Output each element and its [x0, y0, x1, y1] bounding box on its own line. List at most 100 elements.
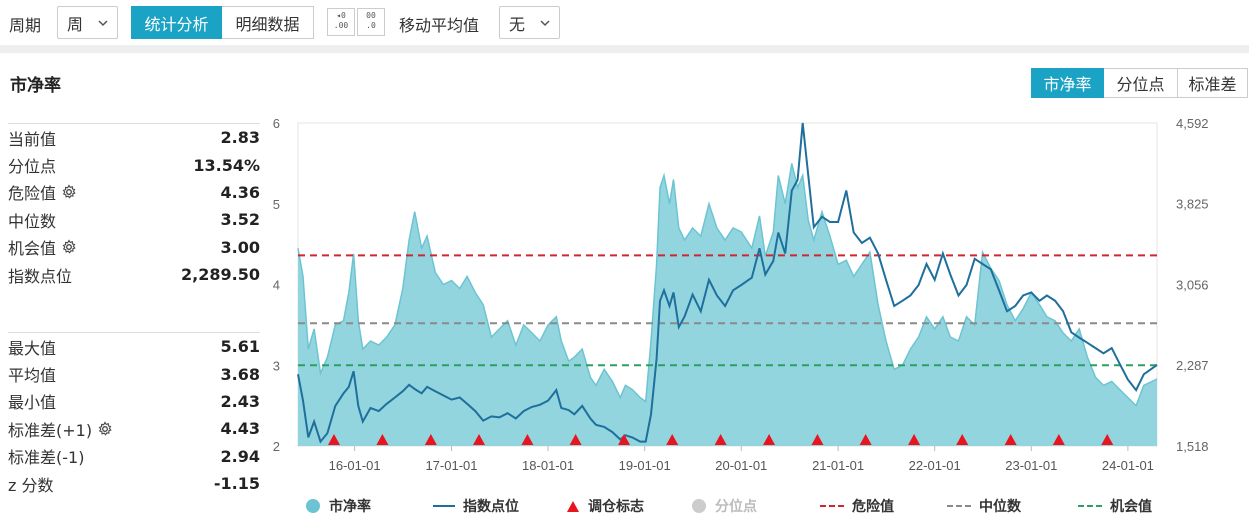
x-tick-label: 20-01-01 — [715, 458, 767, 473]
tab-pb-ratio[interactable]: 市净率 — [1031, 68, 1104, 98]
legend-label: 分位点 — [715, 499, 757, 515]
tab-stats-analysis[interactable]: 统计分析 — [131, 6, 222, 39]
rebalance-marker — [956, 434, 969, 445]
stat-value: 3.00 — [220, 237, 260, 257]
x-tick-label: 18-01-01 — [522, 458, 574, 473]
pb-ratio-area — [298, 163, 1157, 446]
stat-row: 最大值 5.61 — [8, 333, 260, 360]
legend-triangle-icon — [567, 501, 579, 512]
stat-value: 3.52 — [220, 210, 260, 230]
rebalance-marker — [569, 434, 582, 445]
stat-row: 平均值 3.68 — [8, 360, 260, 387]
x-tick-label: 23-01-01 — [1005, 458, 1057, 473]
index-level-line — [297, 122, 1158, 444]
gear-icon[interactable] — [61, 184, 77, 200]
decimal-decrease-button[interactable]: 00 .0 — [357, 8, 385, 36]
legend-dash-icon — [820, 505, 844, 507]
period-select[interactable]: 周 — [57, 6, 118, 39]
legend-item[interactable]: 中位数 — [947, 494, 1021, 518]
decimal-decrease-icon: 00 — [366, 11, 376, 20]
stat-row: z 分数 -1.15 — [8, 470, 260, 497]
stat-row: 指数点位 2,289.50 — [8, 261, 260, 288]
stat-value: 2.83 — [220, 128, 260, 148]
legend-label: 中位数 — [979, 499, 1021, 515]
rebalance-marker — [666, 434, 679, 445]
rebalance-marker — [1004, 434, 1017, 445]
rebalance-marker — [714, 434, 727, 445]
moving-average-label: 移动平均值 — [399, 16, 480, 35]
y-left-tick-label: 3 — [273, 358, 280, 373]
x-tick-label: 24-01-01 — [1102, 458, 1154, 473]
stat-row: 标准差(-1) 2.94 — [8, 443, 260, 470]
rebalance-marker — [1052, 434, 1065, 445]
y-left-tick-label: 2 — [273, 439, 280, 454]
tab-percentile[interactable]: 分位点 — [1104, 68, 1178, 98]
stat-value: 2.43 — [220, 391, 260, 411]
y-right-tick-label: 1,518 — [1176, 439, 1209, 454]
x-tick-label: 21-01-01 — [812, 458, 864, 473]
legend-line-icon — [433, 505, 455, 507]
stat-label: 中位数 — [8, 211, 57, 231]
x-tick-label: 17-01-01 — [425, 458, 477, 473]
stat-label: 标准差(+1) — [8, 420, 93, 440]
stat-label: 机会值 — [8, 239, 57, 259]
section-title: 市净率 — [10, 76, 61, 96]
legend-label: 调仓标志 — [588, 499, 644, 515]
decimal-increase-button[interactable]: ◂0 .00 — [327, 8, 355, 36]
stat-label: z 分数 — [8, 475, 54, 495]
legend-label: 机会值 — [1110, 499, 1152, 515]
chart-legend: 市净率 指数点位 调仓标志 分位点 危险值 中位数 机会值 — [0, 494, 1249, 518]
y-right-tick-label: 3,056 — [1176, 277, 1209, 292]
legend-item[interactable]: 指数点位 — [433, 494, 519, 518]
legend-circle-icon — [306, 499, 320, 513]
stat-label: 当前值 — [8, 129, 57, 149]
y-right-tick-label: 2,287 — [1176, 358, 1209, 373]
rebalance-marker — [1101, 434, 1114, 445]
y-left-tick-label: 4 — [273, 278, 280, 293]
chevron-down-icon — [98, 20, 108, 27]
tab-std-dev[interactable]: 标准差 — [1178, 68, 1248, 98]
pb-ratio-chart: 2 3 4 5 6 1,518 2,287 3,056 3,825 4,592 16-01-01 17… — [273, 116, 1209, 473]
legend-circle-icon — [692, 499, 706, 513]
summary-stats-panel: 最大值 5.61 平均值 3.68 最小值 2.43 标准差(+1) 4.43 标准差(-1) 2… — [8, 332, 260, 497]
stat-value: 5.61 — [220, 337, 260, 357]
x-tick-label: 16-01-01 — [329, 458, 381, 473]
legend-item[interactable]: 危险值 — [820, 494, 894, 518]
y-left-tick-label: 5 — [273, 197, 280, 212]
x-tick-label: 19-01-01 — [619, 458, 671, 473]
rebalance-marker — [763, 434, 776, 445]
stat-row: 机会值 3.00 — [8, 234, 260, 261]
stat-value: 4.36 — [220, 182, 260, 202]
stat-value: 13.54% — [193, 155, 260, 175]
stat-label: 危险值 — [8, 184, 57, 204]
rebalance-marker — [811, 434, 824, 445]
tab-detail-data[interactable]: 明细数据 — [222, 6, 314, 39]
legend-item[interactable]: 调仓标志 — [566, 494, 644, 518]
y-right-tick-label: 4,592 — [1176, 116, 1209, 131]
stat-row: 分位点 13.54% — [8, 151, 260, 178]
gear-icon[interactable] — [97, 421, 113, 437]
rebalance-marker — [376, 434, 389, 445]
legend-label: 指数点位 — [463, 499, 519, 515]
legend-label: 危险值 — [852, 499, 894, 515]
current-stats-panel: 当前值 2.83 分位点 13.54% 危险值 4.36 中位数 3.52 机会值 3.00 指数点… — [8, 123, 260, 288]
rebalance-marker — [908, 434, 921, 445]
chevron-down-icon — [540, 20, 550, 27]
legend-item[interactable]: 机会值 — [1078, 494, 1152, 518]
y-right-tick-label: 3,825 — [1176, 197, 1209, 212]
stat-row: 最小值 2.43 — [8, 388, 260, 415]
moving-average-value: 无 — [509, 14, 526, 34]
stat-label: 分位点 — [8, 157, 57, 177]
toolbar: 周期 周 统计分析 明细数据 ◂0 .00 00 .0 移动平均值 无 — [0, 0, 1249, 45]
legend-item[interactable]: 分位点 — [691, 494, 757, 518]
moving-average-select[interactable]: 无 — [499, 6, 560, 39]
legend-item[interactable]: 市净率 — [305, 494, 371, 518]
gear-icon[interactable] — [61, 239, 77, 255]
stat-value: 4.43 — [220, 419, 260, 439]
stat-value: 2.94 — [220, 446, 260, 466]
stat-row: 当前值 2.83 — [8, 124, 260, 151]
stat-row: 中位数 3.52 — [8, 206, 260, 233]
stat-row: 危险值 4.36 — [8, 179, 260, 206]
stat-value: 3.68 — [220, 364, 260, 384]
stat-value: 2,289.50 — [181, 265, 260, 285]
